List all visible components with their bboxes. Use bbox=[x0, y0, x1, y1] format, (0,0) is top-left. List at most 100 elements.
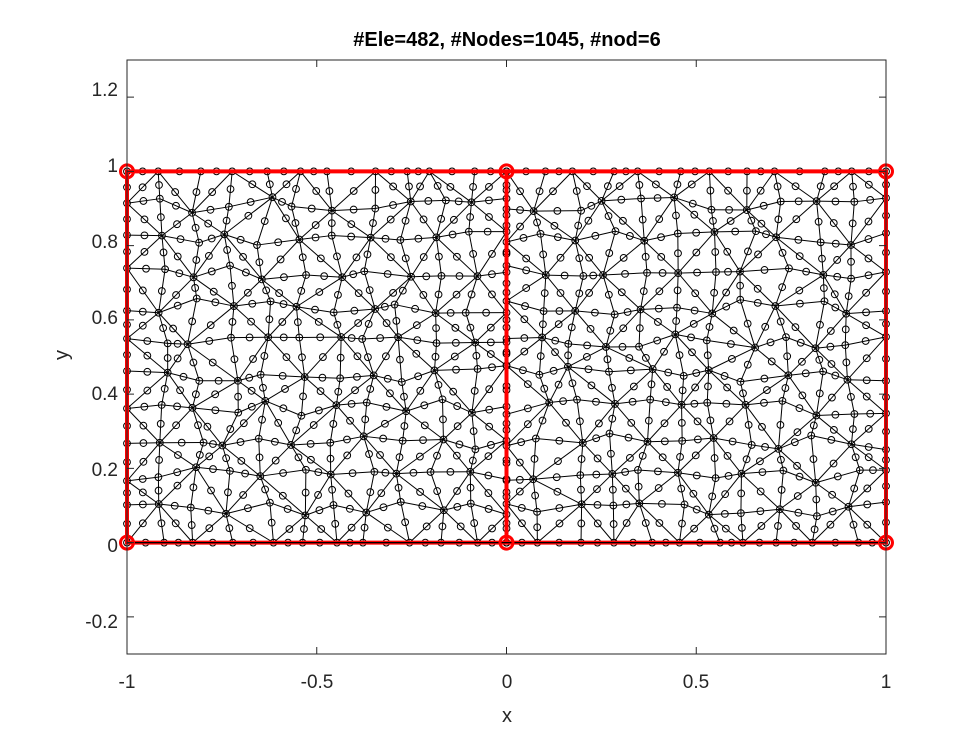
mesh-node bbox=[386, 253, 395, 262]
mesh-edge bbox=[304, 469, 307, 516]
mesh-edge bbox=[854, 197, 887, 203]
mesh-node bbox=[245, 524, 254, 533]
mesh-node bbox=[647, 380, 656, 389]
mesh-edge bbox=[815, 482, 849, 508]
mesh-node bbox=[346, 416, 354, 425]
mesh-edge bbox=[540, 233, 576, 241]
mesh-node bbox=[383, 523, 392, 532]
mesh-node bbox=[608, 485, 617, 494]
mesh-edge bbox=[396, 439, 444, 475]
mesh-node bbox=[577, 500, 586, 509]
mesh-edge bbox=[574, 240, 604, 276]
mesh-edge bbox=[775, 237, 790, 269]
mesh-node bbox=[211, 298, 220, 307]
mesh-edge bbox=[406, 398, 443, 412]
mesh-edge bbox=[652, 334, 676, 370]
mesh-edge bbox=[410, 201, 437, 238]
x-tick-label: -1 bbox=[119, 672, 136, 693]
mesh-edge bbox=[394, 276, 412, 305]
mesh-node bbox=[281, 385, 289, 393]
mesh-node bbox=[627, 418, 636, 427]
mesh-node bbox=[708, 492, 717, 501]
mesh-node bbox=[791, 182, 800, 191]
mesh-node bbox=[688, 348, 696, 357]
mesh-node bbox=[553, 487, 562, 496]
mesh-node bbox=[781, 384, 790, 392]
mesh-edge bbox=[746, 209, 777, 238]
mesh-node bbox=[591, 308, 599, 317]
mesh-node bbox=[819, 271, 828, 279]
mesh-node bbox=[453, 422, 462, 431]
mesh-node bbox=[706, 416, 715, 425]
mesh-node bbox=[302, 271, 310, 279]
mesh-node bbox=[380, 302, 389, 311]
mesh-node bbox=[575, 254, 584, 263]
mesh-edge bbox=[332, 504, 338, 543]
mesh-node bbox=[163, 354, 172, 362]
mesh-node bbox=[584, 216, 593, 225]
mesh-node bbox=[593, 454, 602, 463]
mesh-edge bbox=[822, 274, 825, 302]
mesh-node bbox=[830, 290, 839, 299]
mesh-edge bbox=[191, 407, 205, 443]
mesh-node bbox=[540, 289, 549, 297]
mesh-node bbox=[516, 222, 524, 231]
mesh-node bbox=[234, 376, 242, 385]
mesh-node bbox=[617, 288, 626, 297]
mesh-node bbox=[634, 482, 643, 491]
mesh-edge bbox=[644, 233, 678, 242]
mesh-edge bbox=[567, 346, 607, 368]
y-tick-label: 0.6 bbox=[92, 308, 118, 329]
mesh-node bbox=[337, 333, 346, 341]
mesh-node bbox=[657, 253, 666, 261]
mesh-node bbox=[549, 187, 557, 196]
mesh-edge bbox=[442, 399, 444, 440]
x-axis-label: x bbox=[502, 705, 512, 727]
mesh-edge bbox=[601, 170, 638, 202]
mesh-node bbox=[361, 415, 370, 424]
mesh-edge bbox=[400, 236, 437, 241]
mesh-node bbox=[796, 299, 804, 308]
mesh-edge bbox=[187, 298, 198, 345]
mesh-edge bbox=[126, 267, 166, 270]
mesh-edge bbox=[816, 200, 855, 203]
mesh-node bbox=[847, 241, 855, 249]
mesh-node bbox=[191, 223, 200, 232]
mesh-node bbox=[603, 182, 612, 191]
mesh-node bbox=[207, 267, 216, 276]
mesh-edge bbox=[708, 512, 741, 516]
mesh-node bbox=[204, 506, 213, 515]
mesh-node bbox=[751, 343, 760, 352]
mesh-edge bbox=[713, 404, 746, 439]
mesh-node bbox=[472, 351, 481, 360]
mesh-edge bbox=[126, 408, 161, 444]
mesh-node bbox=[369, 371, 378, 380]
mesh-node bbox=[224, 202, 233, 211]
mesh-node bbox=[595, 419, 603, 428]
mesh-edge bbox=[468, 231, 478, 277]
mesh-edge bbox=[851, 443, 887, 471]
mesh-node bbox=[555, 519, 564, 528]
mesh-node bbox=[654, 304, 663, 313]
mesh-edge bbox=[365, 471, 375, 513]
mesh-edge bbox=[638, 503, 653, 543]
mesh-node bbox=[487, 441, 495, 449]
mesh-node bbox=[195, 238, 204, 247]
mesh-node bbox=[658, 453, 667, 462]
mesh-node bbox=[710, 454, 719, 462]
mesh-edge bbox=[340, 308, 376, 338]
mesh-node bbox=[245, 333, 254, 342]
mesh-node bbox=[422, 522, 431, 531]
mesh-node bbox=[586, 325, 595, 333]
mesh-edge bbox=[330, 435, 364, 444]
mesh-edge bbox=[159, 442, 197, 468]
mesh-edge bbox=[190, 467, 197, 508]
mesh-edge bbox=[815, 347, 848, 381]
mesh-node bbox=[191, 284, 200, 292]
mesh-node bbox=[172, 291, 180, 299]
mesh-edge bbox=[191, 171, 202, 213]
mesh-node bbox=[862, 288, 870, 297]
mesh-edge bbox=[470, 471, 507, 480]
mesh-node bbox=[523, 404, 532, 413]
mesh-node bbox=[394, 483, 403, 492]
